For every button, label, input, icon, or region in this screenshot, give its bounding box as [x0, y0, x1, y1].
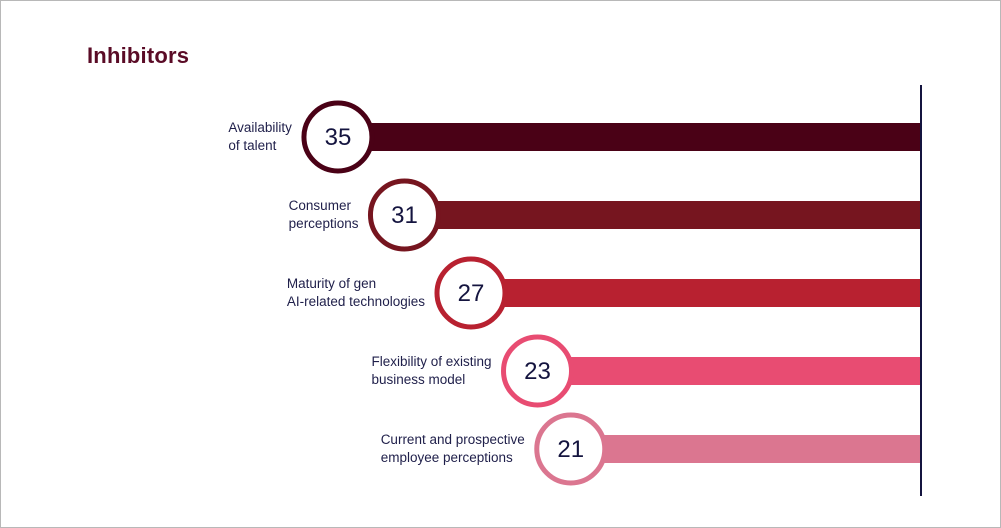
bar — [404, 201, 921, 229]
category-label: Maturity of gen AI-related technologies — [286, 276, 425, 309]
value-circle — [501, 334, 575, 408]
bar — [537, 357, 920, 385]
category-label: Availability of talent — [228, 120, 292, 153]
data-label: 23 — [524, 358, 551, 385]
bar — [570, 435, 920, 463]
data-label: 27 — [458, 280, 485, 307]
value-circle — [301, 100, 375, 174]
category-label: Flexibility of existing business model — [371, 354, 492, 387]
data-label: 31 — [391, 202, 418, 229]
data-label: 21 — [557, 436, 584, 463]
value-circle — [534, 412, 608, 486]
category-label: Consumer perceptions — [288, 198, 359, 231]
value-circle — [367, 178, 441, 252]
bar — [337, 123, 920, 151]
bar — [470, 279, 920, 307]
value-circle — [434, 256, 508, 330]
category-label: Current and prospective employee percept… — [380, 432, 525, 465]
chart-title: Inhibitors — [87, 43, 190, 68]
data-label: 35 — [325, 124, 352, 151]
